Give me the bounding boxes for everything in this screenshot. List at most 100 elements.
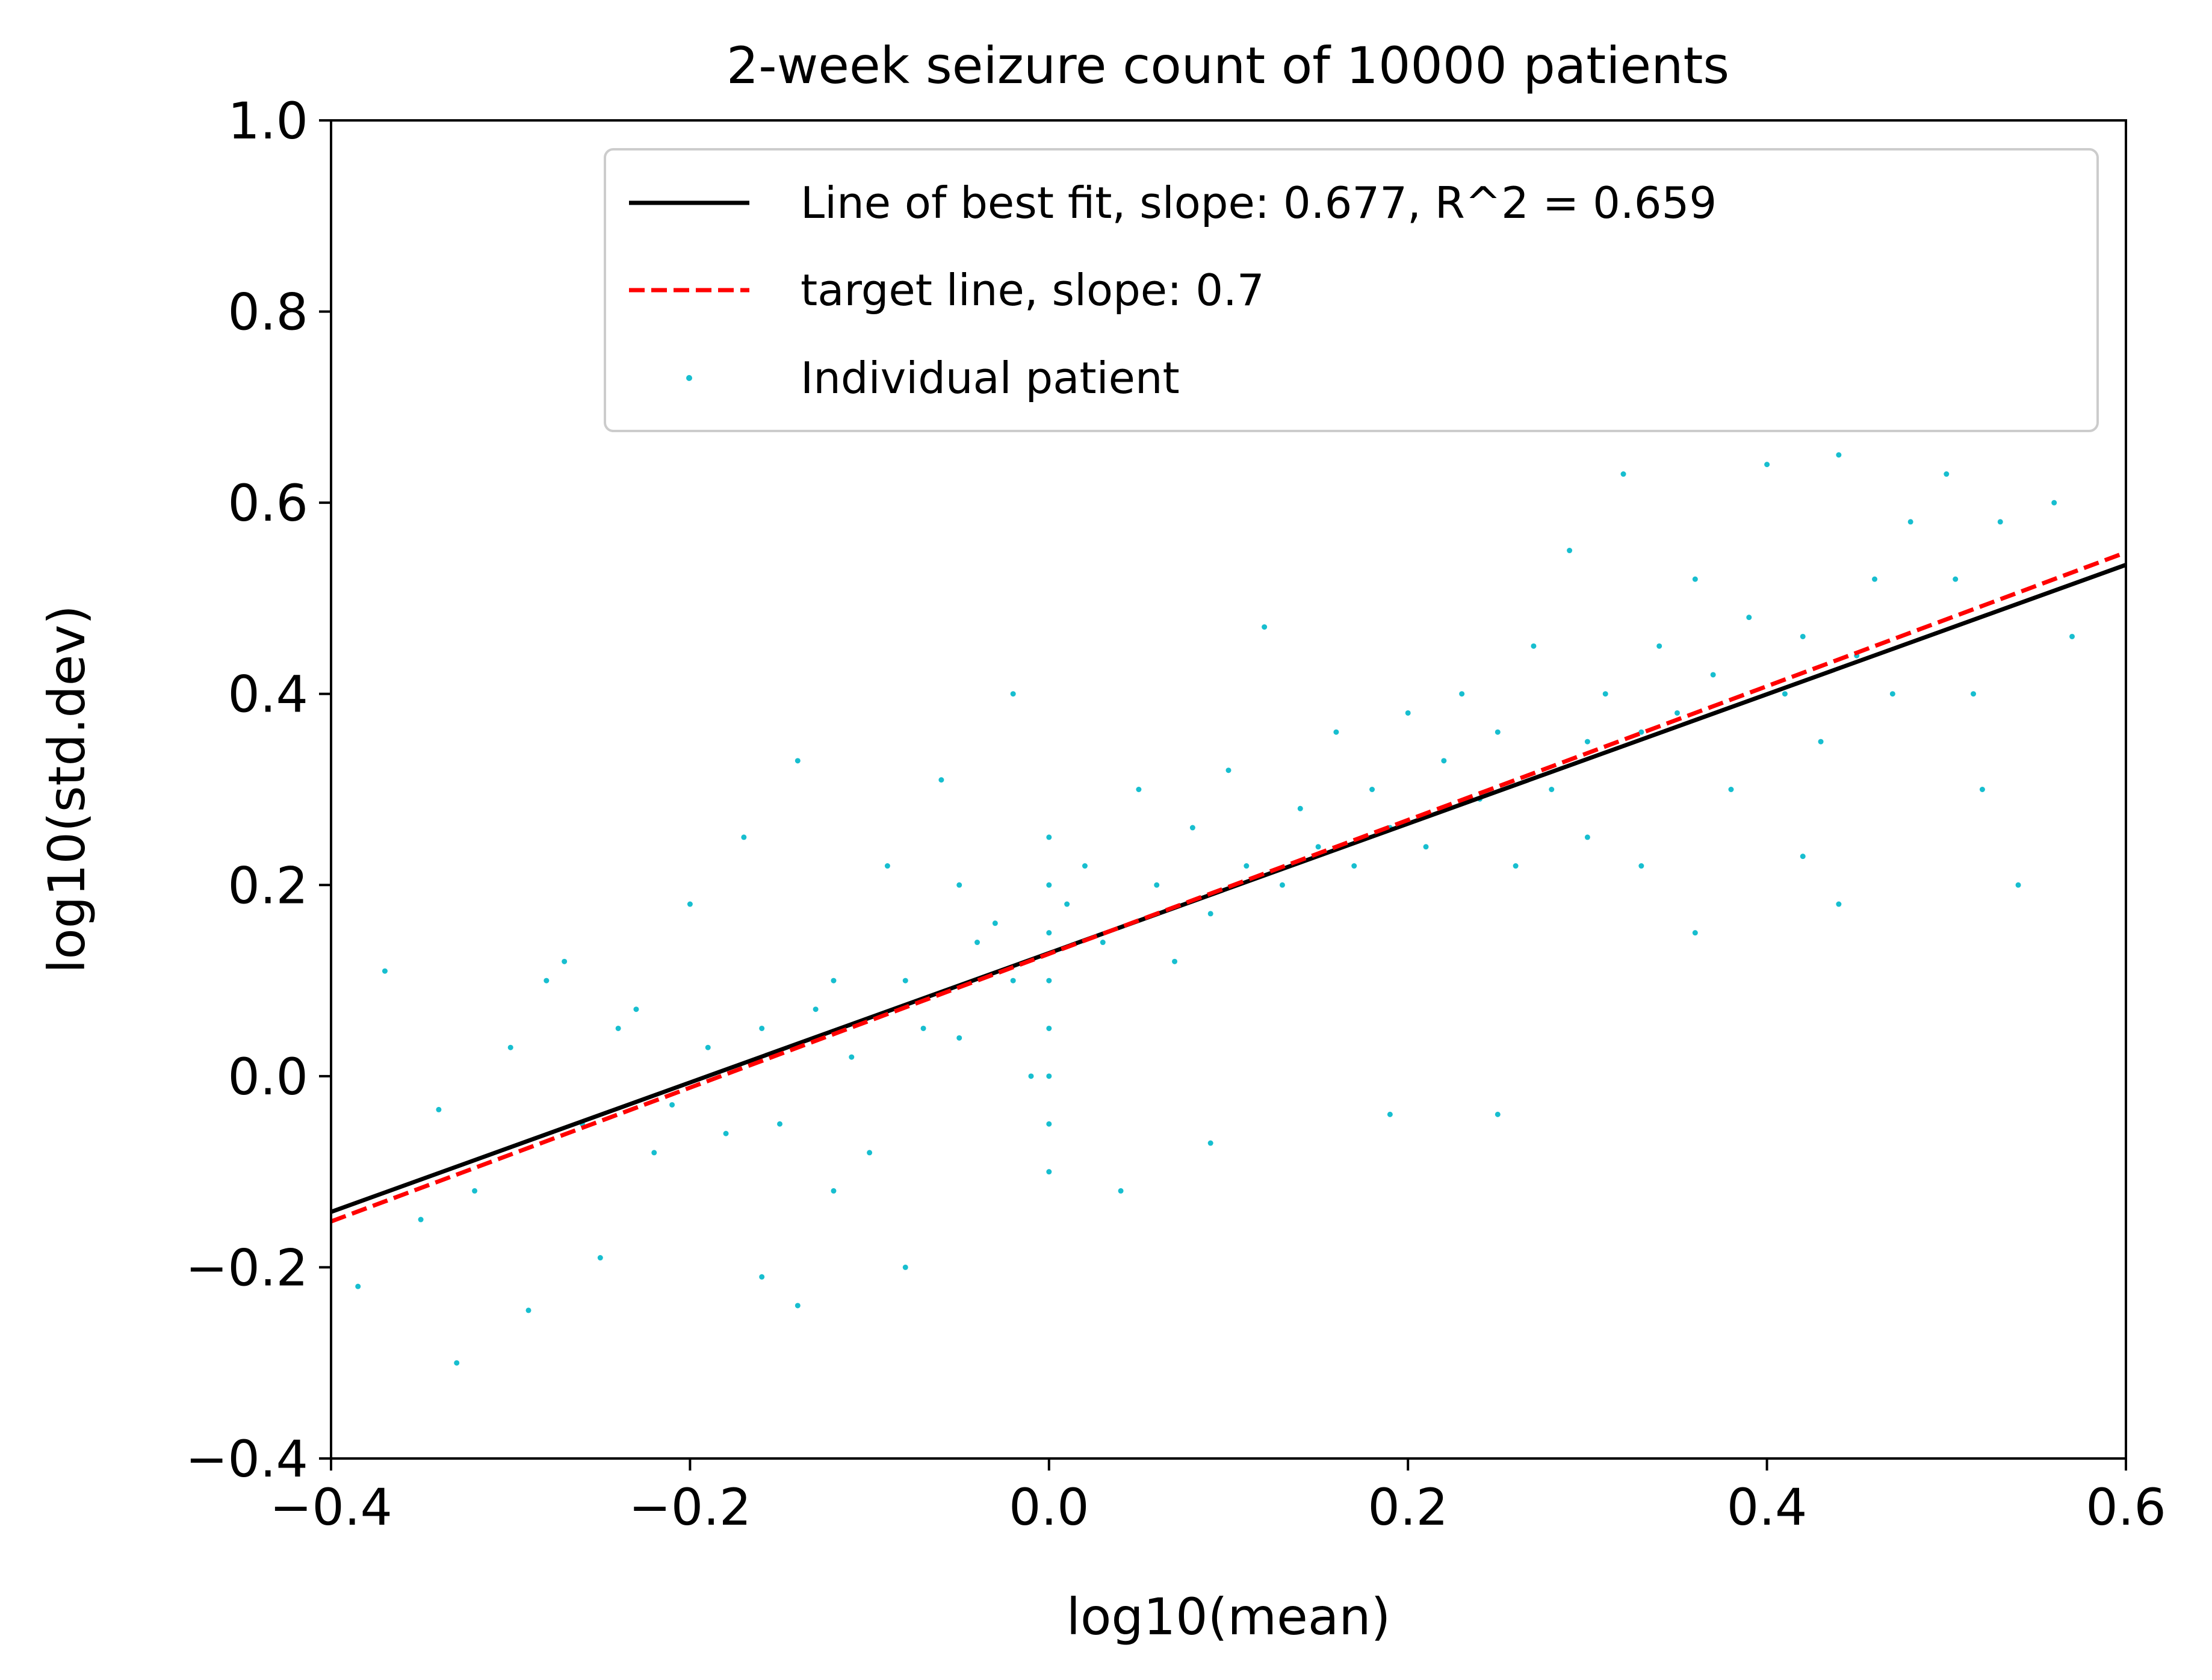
scatter-point: [795, 1303, 801, 1309]
scatter-point: [1046, 978, 1052, 984]
scatter-point: [759, 1274, 765, 1280]
scatter-point: [795, 758, 801, 764]
scatter-point: [902, 978, 908, 984]
scatter-point: [1207, 1140, 1213, 1146]
scatter-point: [1836, 901, 1842, 907]
x-tick-label: 0.6: [2086, 1478, 2166, 1537]
scatter-point: [938, 777, 944, 783]
scatter-point: [1692, 576, 1698, 582]
scatter-point: [687, 901, 693, 907]
scatter-point: [867, 1150, 873, 1156]
scatter-point: [831, 978, 837, 984]
scatter-point: [1046, 1025, 1052, 1031]
scatter-point: [884, 863, 890, 869]
scatter-point: [902, 1264, 908, 1270]
lines-layer: [331, 550, 2126, 1224]
scatter-point: [1315, 844, 1321, 850]
scatter-point: [1100, 940, 1106, 946]
x-tick-label: −0.4: [270, 1478, 392, 1537]
scatter-point: [1997, 519, 2003, 525]
scatter-point: [1495, 1111, 1501, 1117]
scatter-points-layer: [355, 452, 2075, 1366]
y-tick-label: 0.0: [228, 1047, 308, 1106]
x-tick-label: 0.4: [1727, 1478, 1808, 1537]
scatter-point: [1189, 825, 1195, 831]
scatter-point: [777, 1121, 782, 1127]
y-tick-label: 0.6: [228, 474, 308, 533]
scatter-point: [1154, 882, 1160, 888]
y-tick-label: −0.4: [185, 1430, 308, 1489]
scatter-point: [651, 1150, 657, 1156]
scatter-point: [1584, 739, 1590, 745]
scatter-point: [1549, 787, 1555, 792]
x-tick-label: 0.2: [1368, 1478, 1448, 1537]
scatter-point: [1531, 643, 1537, 649]
x-axis-ticks: −0.4 −0.2 0.0 0.2 0.4 0.6: [270, 1458, 2166, 1537]
scatter-point: [2051, 500, 2057, 506]
scatter-point: [1118, 1188, 1124, 1194]
legend-target-line-label: target line, slope: 0.7: [801, 265, 1265, 315]
scatter-point: [1889, 691, 1895, 697]
scatter-point: [992, 920, 998, 926]
scatter-point: [382, 968, 388, 974]
scatter-point: [1953, 576, 1959, 582]
scatter-point: [741, 834, 747, 840]
scatter-point: [1567, 548, 1573, 554]
scatter-point: [1207, 911, 1213, 917]
scatter-point: [1800, 633, 1806, 639]
legend-scatter-label: Individual patient: [801, 353, 1180, 403]
legend-fit-line-label: Line of best fit, slope: 0.677, R^2 = 0.…: [801, 178, 1717, 228]
scatter-point: [1764, 462, 1770, 468]
scatter-point: [1136, 787, 1142, 792]
scatter-point: [1262, 624, 1268, 630]
scatter-point: [920, 1025, 926, 1031]
scatter-point: [1082, 863, 1088, 869]
chart-title: 2-week seizure count of 10000 patients: [726, 36, 1729, 95]
scatter-point: [1620, 471, 1626, 477]
scatter-point: [1405, 710, 1411, 716]
legend-box: [604, 148, 2099, 432]
scatter-point: [615, 1025, 621, 1031]
scatter-point: [1046, 834, 1052, 840]
scatter-point: [355, 1283, 361, 1289]
scatter-point: [1979, 787, 1985, 792]
plot-frame: [330, 119, 2127, 1460]
scatter-point: [1459, 691, 1465, 697]
scatter-point: [1710, 672, 1716, 678]
scatter-point: [1351, 863, 1357, 869]
scatter-point: [669, 1102, 675, 1108]
scatter-point: [544, 978, 550, 984]
scatter-point: [1782, 691, 1788, 697]
scatter-point: [472, 1188, 478, 1194]
scatter-point: [1064, 901, 1070, 907]
plot-area: [330, 119, 2127, 1460]
scatter-point: [956, 882, 962, 888]
scatter-point: [1692, 930, 1698, 936]
scatter-point: [436, 1106, 442, 1112]
scatter-point: [813, 1006, 819, 1012]
scatter-point: [1046, 930, 1052, 936]
scatter-point: [1836, 452, 1842, 458]
x-tick-label: −0.2: [628, 1478, 751, 1537]
scatter-point: [705, 1044, 711, 1050]
scatter-point: [1028, 1073, 1034, 1079]
scatter-point: [1423, 844, 1429, 850]
y-tick-label: 0.2: [228, 856, 308, 915]
scatter-point: [597, 1255, 603, 1261]
scatter-point: [1369, 787, 1375, 792]
scatter-point: [1441, 758, 1447, 764]
scatter-point: [1728, 787, 1734, 792]
scatter-point: [1225, 767, 1231, 773]
scatter-point: [1800, 854, 1806, 860]
scatter-point: [759, 1025, 765, 1031]
scatter-point: [831, 1188, 837, 1194]
y-axis-label: log10(std.dev): [37, 605, 96, 973]
scatter-point: [723, 1130, 729, 1136]
scatter-point: [2015, 882, 2021, 888]
best-fit-line: [331, 563, 2126, 1214]
scatter-point: [1010, 691, 1016, 697]
scatter-point: [1513, 863, 1519, 869]
scatter-point: [454, 1360, 460, 1366]
scatter-point: [507, 1044, 513, 1050]
scatter-point: [1046, 1073, 1052, 1079]
